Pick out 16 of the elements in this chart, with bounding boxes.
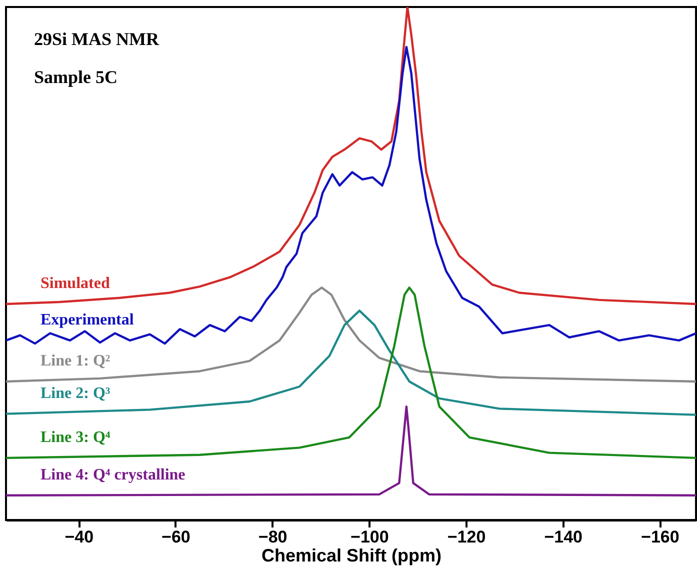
series-label: Line 2: Q³ <box>40 384 110 402</box>
series-label: Line 3: Q⁴ <box>40 429 110 446</box>
x-axis-title: Chemical Shift (ppm) <box>261 546 442 566</box>
x-tick-label: −60 <box>162 528 190 546</box>
x-tick-label: −40 <box>64 528 94 546</box>
series-label: Line 4: Q⁴ crystalline <box>40 466 186 484</box>
x-tick-label: −80 <box>258 528 288 546</box>
text: Sample 5C <box>34 67 118 87</box>
x-tick-label: −160 <box>641 528 680 546</box>
series-label: Experimental <box>40 312 134 329</box>
x-tick-label: −100 <box>350 528 389 546</box>
text: 29Si MAS NMR <box>34 29 160 49</box>
series-label: Simulated <box>40 275 110 292</box>
series-label: Line 1: Q² <box>40 352 110 370</box>
x-tick-label: −120 <box>447 528 486 546</box>
x-tick-label: −140 <box>544 528 582 546</box>
